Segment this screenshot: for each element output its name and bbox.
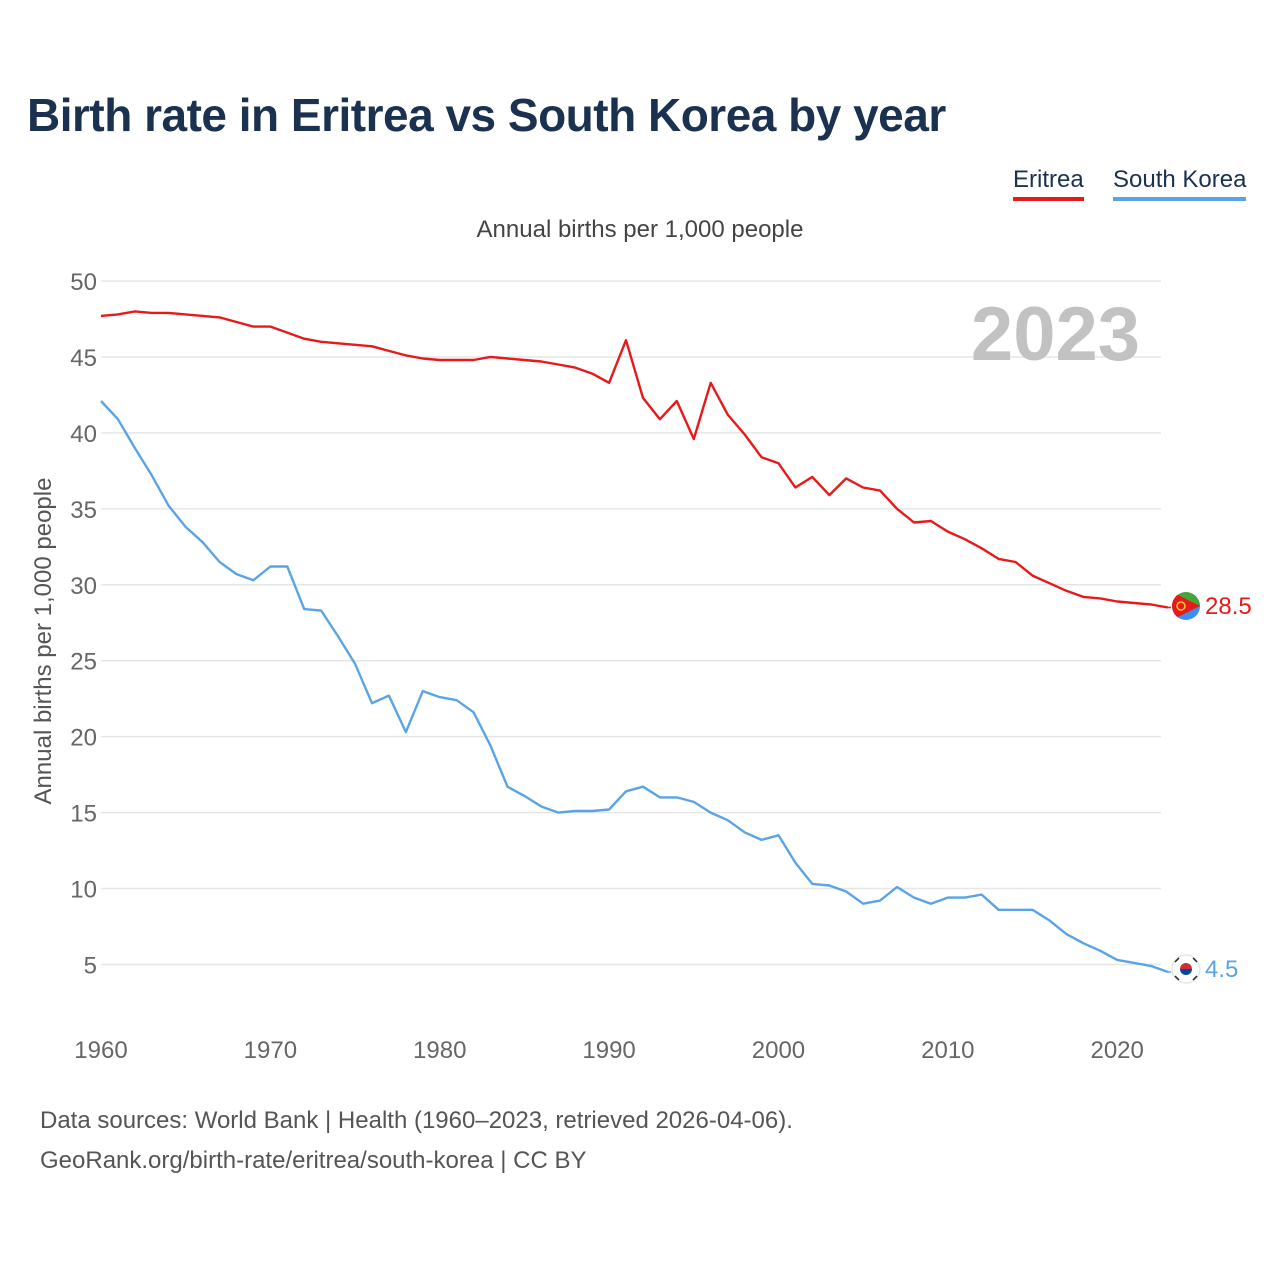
line-chart: 5 10 15 20 25 30 35 40 45 50 1960 1970 1980 1990 2000… [30,269,1252,1064]
x-tick-label: 1980 [413,1037,466,1064]
legend-item-south-korea[interactable]: South Korea [1113,166,1247,201]
y-tick-label: 15 [70,801,97,828]
series-lines [100,310,1176,974]
legend-item-eritrea[interactable]: Eritrea [1013,166,1084,201]
source-link[interactable]: GeoRank.org/birth-rate/eritrea/south-kor… [40,1147,587,1174]
y-tick-label: 40 [70,421,97,448]
y-tick-label: 50 [70,269,97,296]
y-axis-ticks: 5 10 15 20 25 30 35 40 45 50 [70,269,97,979]
chart-title: Birth rate in Eritrea vs South Korea by … [27,89,946,141]
x-tick-label: 2020 [1090,1037,1143,1064]
y-axis-label: Annual births per 1,000 people [30,478,57,805]
end-label-south-korea: 4.5 [1205,956,1238,983]
y-tick-label: 30 [70,573,97,600]
end-label-eritrea: 28.5 [1205,593,1252,620]
x-axis-ticks: 1960 1970 1980 1990 2000 2010 2020 [74,1037,1144,1064]
grid-lines [101,280,1161,966]
x-tick-label: 1990 [582,1037,635,1064]
y-tick-label: 25 [70,649,97,676]
x-tick-label: 2010 [921,1037,974,1064]
source-note: Data sources: World Bank | Health (1960–… [40,1107,793,1134]
y-tick-label: 20 [70,725,97,752]
y-tick-label: 35 [70,497,97,524]
year-watermark: 2023 [971,292,1140,377]
y-tick-label: 5 [84,952,97,979]
south-korea-flag-icon [1171,954,1201,984]
x-tick-label: 1960 [74,1037,127,1064]
x-tick-label: 1970 [244,1037,297,1064]
y-tick-label: 10 [70,877,97,904]
x-tick-label: 2000 [752,1037,805,1064]
series-line-eritrea[interactable] [100,310,1169,609]
eritrea-flag-icon [1172,592,1200,620]
series-line-south-korea[interactable] [100,400,1169,974]
y-tick-label: 45 [70,345,97,372]
chart-subtitle: Annual births per 1,000 people [476,216,804,243]
